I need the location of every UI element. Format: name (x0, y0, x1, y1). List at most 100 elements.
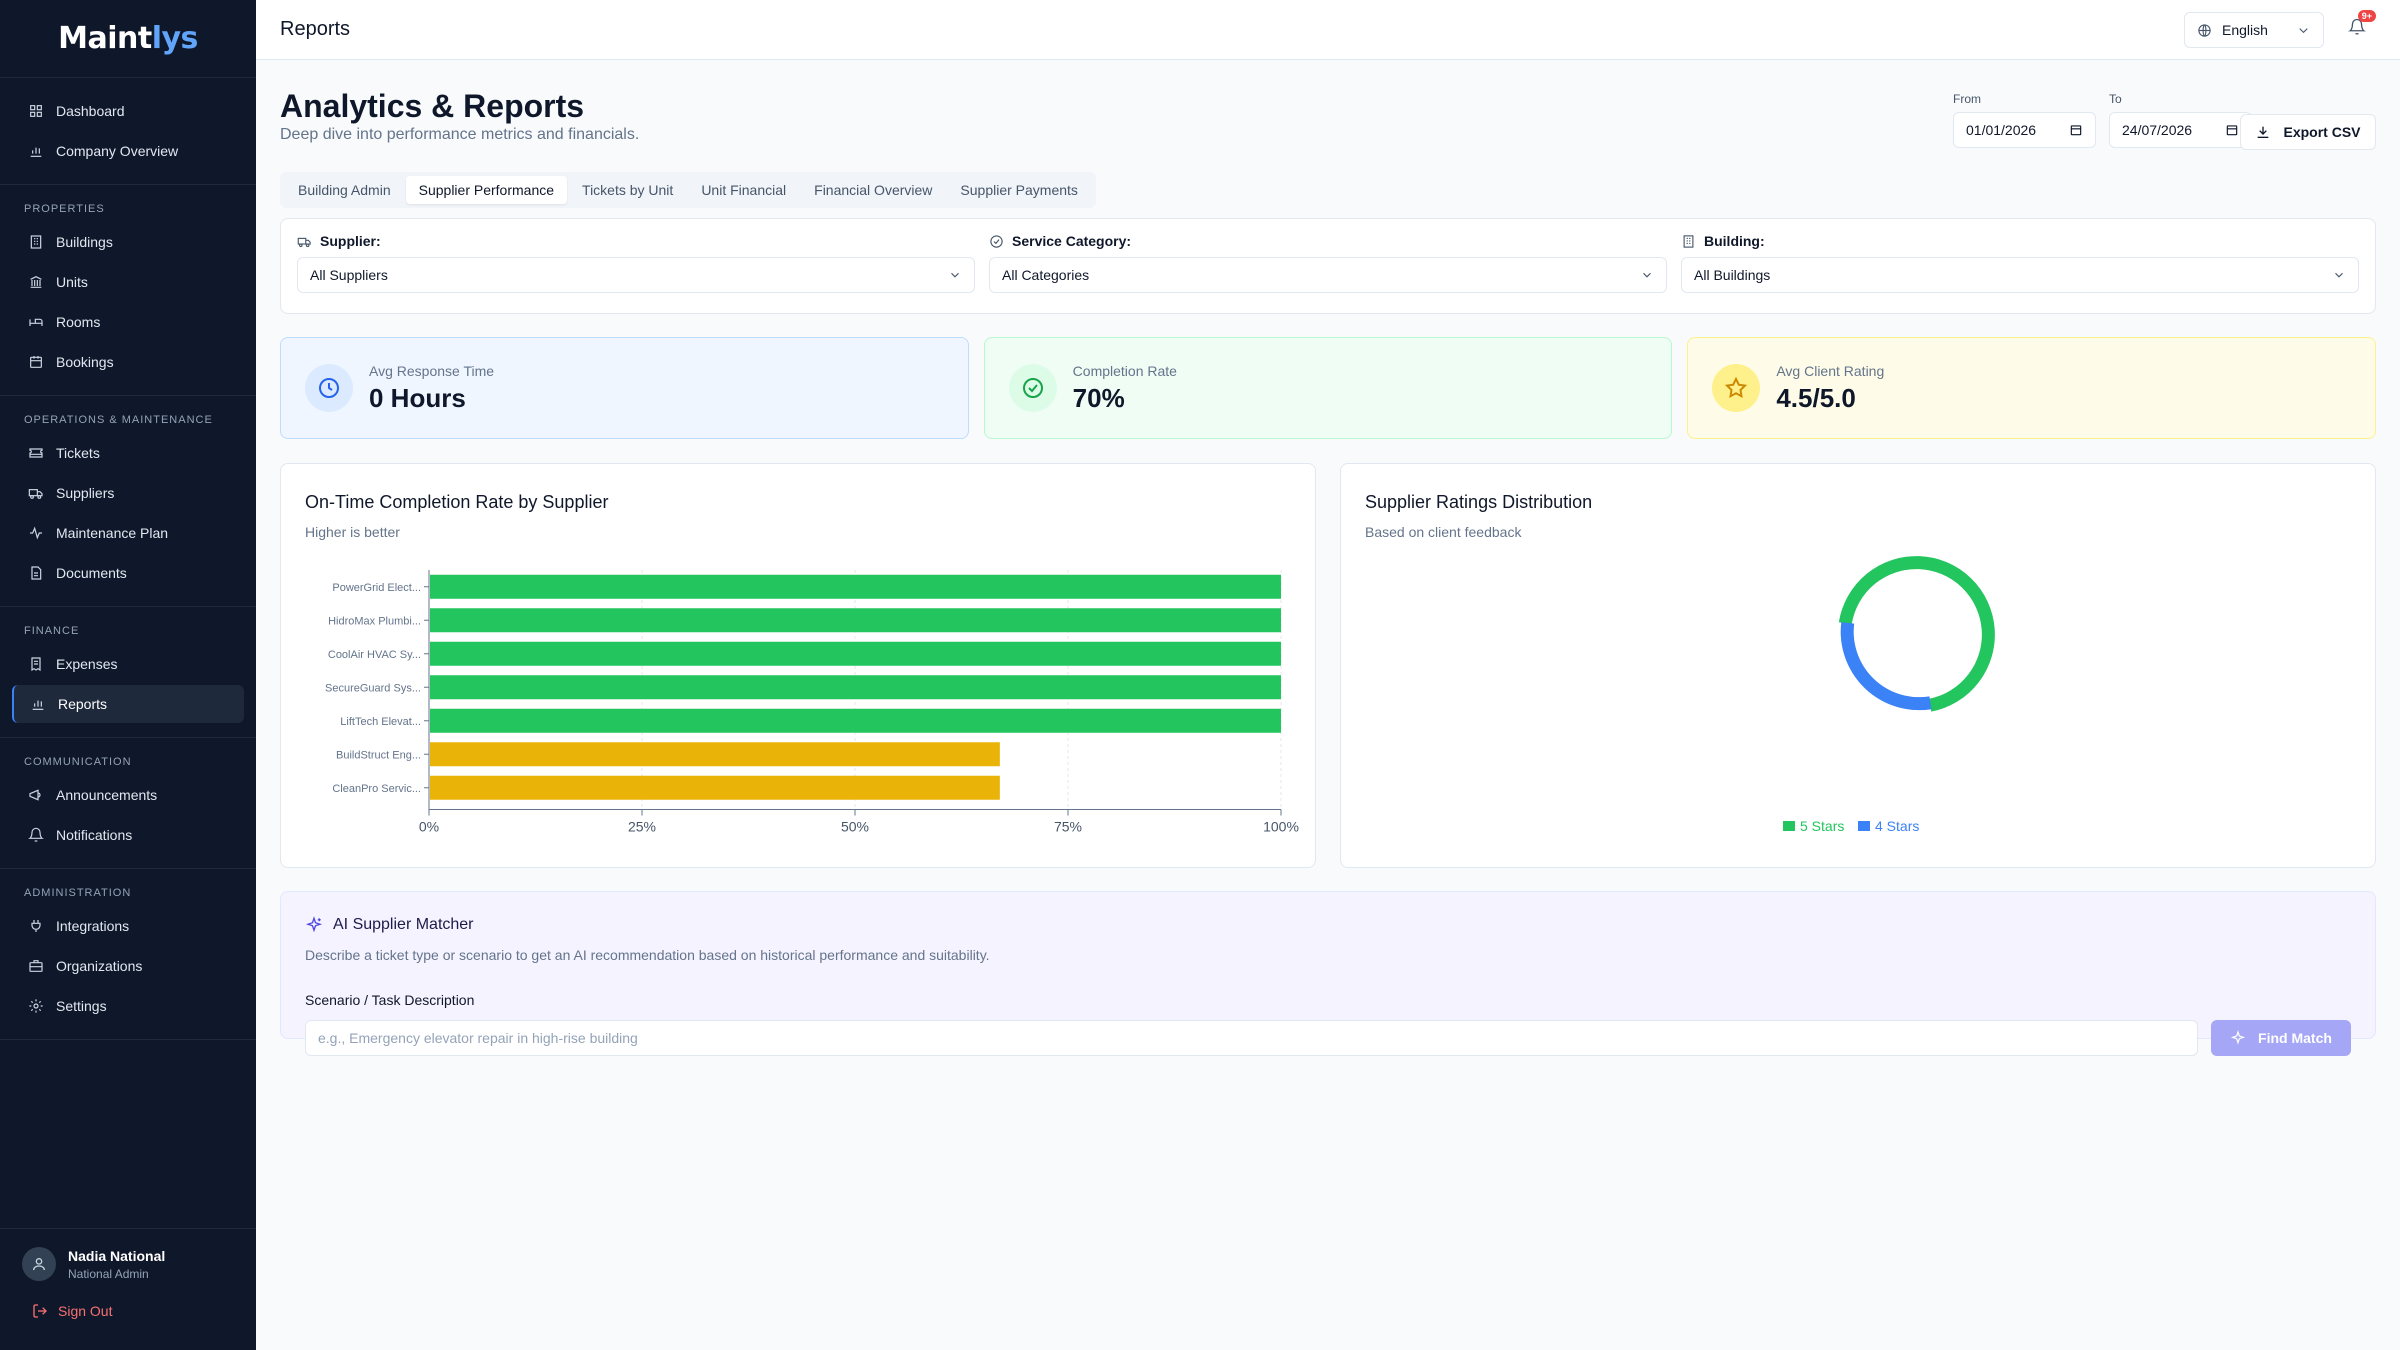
export-csv-button[interactable]: Export CSV (2240, 114, 2376, 150)
main-content: Analytics & Reports Deep dive into perfo… (256, 60, 2400, 1350)
user-role: National Admin (68, 1266, 149, 1281)
check-circle-icon (1008, 364, 1057, 412)
sparkles-icon (305, 916, 323, 933)
tab-tickets-by-unit[interactable]: Tickets by Unit (582, 182, 674, 198)
columns-icon (28, 274, 44, 290)
bell-icon (2348, 18, 2366, 35)
notifications-button[interactable]: 9+ (2348, 10, 2376, 40)
sidebar-item-units[interactable]: Units (12, 263, 244, 301)
sidebar-item-label: Buildings (56, 234, 113, 250)
sidebar-item-integrations[interactable]: Integrations (12, 907, 244, 945)
receipt-icon (28, 656, 44, 672)
sidebar-item-bookings[interactable]: Bookings (12, 343, 244, 381)
tab-building-admin[interactable]: Building Admin (298, 182, 391, 198)
sign-out-button[interactable]: Sign Out (22, 1303, 234, 1319)
building-select[interactable]: All Buildings (1681, 257, 2359, 293)
completion-rate-card: On-Time Completion Rate by Supplier High… (280, 463, 1316, 868)
sidebar-item-suppliers[interactable]: Suppliers (12, 474, 244, 512)
supplier-select[interactable]: All Suppliers (297, 257, 975, 293)
tab-unit-financial[interactable]: Unit Financial (701, 182, 787, 198)
bell-icon (28, 827, 44, 843)
language-value: English (2222, 22, 2268, 38)
sidebar-item-expenses[interactable]: Expenses (12, 645, 244, 683)
category-select[interactable]: All Categories (989, 257, 1667, 293)
scenario-input[interactable] (305, 1020, 2198, 1056)
sidebar-item-rooms[interactable]: Rooms (12, 303, 244, 341)
sidebar-group-communication: COMMUNICATION Announcements Notifications (0, 738, 256, 869)
tab-supplier-payments[interactable]: Supplier Payments (960, 182, 1078, 198)
sidebar-item-reports[interactable]: Reports (12, 685, 244, 723)
sidebar-item-label: Documents (56, 565, 127, 581)
bar[interactable] (430, 675, 1281, 700)
find-match-button[interactable]: Find Match (2211, 1020, 2351, 1056)
sidebar-section-heading: PROPERTIES (24, 203, 105, 215)
sidebar-item-label: Tickets (56, 445, 100, 461)
to-date-value: 24/07/2026 (2122, 122, 2193, 138)
donut-slice-5-stars[interactable] (1838, 556, 1995, 712)
sidebar-item-notifications[interactable]: Notifications (12, 816, 244, 854)
kpi-value: 0 Hours (369, 382, 466, 413)
bar[interactable] (430, 608, 1281, 633)
user-panel: Nadia National National Admin Sign Out (0, 1228, 256, 1350)
bed-icon (28, 314, 44, 330)
supplier-select-value: All Suppliers (310, 267, 388, 283)
building-select-value: All Buildings (1694, 267, 1771, 283)
sidebar-item-tickets[interactable]: Tickets (12, 434, 244, 472)
donut-chart-subtitle: Based on client feedback (1365, 524, 1522, 540)
sidebar-item-label: Bookings (56, 354, 114, 370)
sidebar-item-label: Integrations (56, 918, 130, 934)
chevron-down-icon (2335, 272, 2343, 278)
bar[interactable] (430, 742, 1000, 767)
bar-chart-icon (28, 143, 44, 159)
plug-icon (28, 918, 44, 934)
building-filter-label: Building: (1704, 233, 1765, 249)
x-tick-label: 25% (628, 819, 656, 835)
sidebar-item-organizations[interactable]: Organizations (12, 947, 244, 985)
tab-financial-overview[interactable]: Financial Overview (814, 182, 933, 198)
sidebar-item-label: Units (56, 274, 88, 290)
sidebar-item-announcements[interactable]: Announcements (12, 776, 244, 814)
megaphone-icon (28, 787, 44, 803)
legend-swatch (1858, 821, 1870, 831)
find-match-label: Find Match (2258, 1030, 2332, 1046)
sidebar-item-company-overview[interactable]: Company Overview (12, 132, 244, 170)
sidebar-item-documents[interactable]: Documents (12, 554, 244, 592)
sidebar-item-settings[interactable]: Settings (12, 987, 244, 1025)
sidebar-item-label: Organizations (56, 958, 143, 974)
tab-supplier-performance[interactable]: Supplier Performance (405, 176, 568, 204)
from-label: From (1953, 92, 1981, 106)
sidebar-group-administration: ADMINISTRATION Integrations Organizations S… (0, 869, 256, 1040)
sidebar-group-finance: FINANCE Expenses Reports (0, 607, 256, 738)
sidebar-item-maintenance-plan[interactable]: Maintenance Plan (12, 514, 244, 552)
language-select[interactable]: English (2184, 12, 2324, 48)
sidebar-item-label: Maintenance Plan (56, 525, 169, 541)
to-label: To (2109, 92, 2122, 106)
sparkles-icon (2230, 1030, 2246, 1045)
building-filter: Building: All Buildings (1681, 233, 2359, 299)
avatar[interactable] (22, 1247, 56, 1281)
sidebar-section-heading: ADMINISTRATION (24, 887, 132, 899)
grid-icon (28, 103, 44, 119)
category-select-value: All Categories (1002, 267, 1090, 283)
donut-slice-4-stars[interactable] (1840, 622, 1932, 711)
sign-out-label: Sign Out (58, 1303, 113, 1319)
brand-logo[interactable]: Maintlys (0, 0, 256, 78)
sidebar-item-buildings[interactable]: Buildings (12, 223, 244, 261)
bar[interactable] (430, 708, 1281, 733)
bar[interactable] (430, 641, 1281, 666)
bar[interactable] (430, 775, 1000, 800)
y-tick-label: HidroMax Plumbi... (328, 615, 421, 627)
completion-bar-chart: 0% 25% 50% 75% 100% PowerGrid Elect... HidroMa… (325, 570, 1299, 835)
y-tick-label: LiftTech Elevat... (340, 716, 421, 728)
ticket-icon (28, 445, 44, 461)
y-tick-label: CoolAir HVAC Sy... (328, 649, 421, 661)
ratings-distribution-card: Supplier Ratings Distribution Based on c… (1340, 463, 2376, 868)
bar[interactable] (430, 574, 1281, 599)
from-date-value: 01/01/2026 (1966, 122, 2037, 138)
page-subtitle: Deep dive into performance metrics and f… (280, 126, 640, 143)
star-icon (1712, 364, 1761, 412)
sidebar-item-dashboard[interactable]: Dashboard (12, 92, 244, 130)
from-date-input[interactable]: 01/01/2026 (1953, 112, 2096, 148)
to-date-input[interactable]: 24/07/2026 (2109, 112, 2252, 148)
check-circle-icon (990, 234, 1003, 248)
